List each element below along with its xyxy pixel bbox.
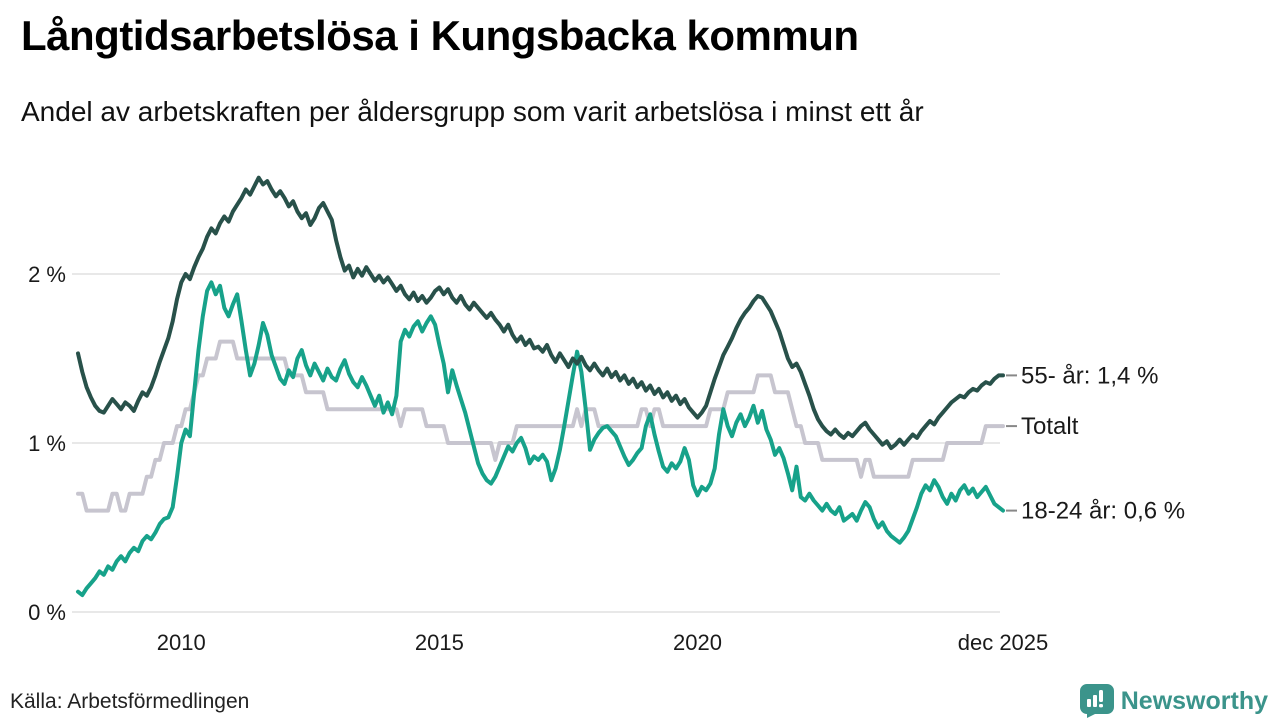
y-axis-tick-label: 1 % xyxy=(28,431,66,456)
newsworthy-wordmark: Newsworthy xyxy=(1120,686,1268,715)
x-axis-tick-label: 2015 xyxy=(415,630,464,655)
series-line-55-r xyxy=(76,175,1005,451)
y-axis-tick-label: 0 % xyxy=(28,600,66,625)
series-line-18-24-r xyxy=(76,280,1005,598)
newsworthy-badge-icon xyxy=(1079,684,1114,718)
series-line-totalt xyxy=(76,339,1005,513)
x-axis-tick-label: 2020 xyxy=(673,630,722,655)
x-axis-tick-label: dec 2025 xyxy=(958,630,1049,655)
newsworthy-branding: Newsworthy xyxy=(1079,684,1268,718)
x-axis-tick-label: 2010 xyxy=(157,630,206,655)
legend-label-18-24-r: 18-24 år: 0,6 % xyxy=(1021,498,1185,525)
legend-label-55-r: 55- år: 1,4 % xyxy=(1021,362,1158,389)
y-axis-tick-label: 2 % xyxy=(28,262,66,287)
legend-label-totalt: Totalt xyxy=(1021,413,1079,440)
page-title: Långtidsarbetslösa i Kungsbacka kommun xyxy=(21,12,859,59)
source-note: Källa: Arbetsförmedlingen xyxy=(10,690,250,713)
chart-subtitle: Andel av arbetskraften per åldersgrupp s… xyxy=(21,96,924,127)
